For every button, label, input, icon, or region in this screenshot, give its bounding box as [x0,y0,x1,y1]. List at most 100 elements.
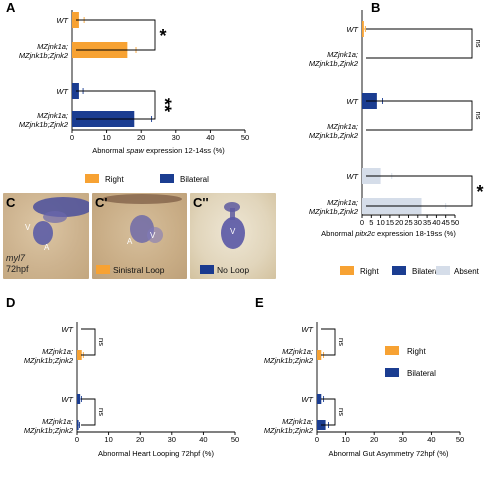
legend-swatch-right [385,346,399,355]
significance-star: * [476,182,483,202]
chamber-v-label-2: V [150,231,156,240]
chamber-v-label: V [25,223,31,232]
category-label-wt: WT [346,97,359,106]
category-label-mz-line2: MZjnk1b;Zjnk2 [19,51,69,60]
significance-ns: ns [337,338,346,346]
legend-swatch-bilateral [392,266,406,275]
legend-sinistral-label: Sinistral Loop [113,265,165,275]
significance-bracket-E [321,328,336,356]
x-tick-label-E: 20 [370,435,378,444]
category-label-mz-line1: MZjnk1a; [327,122,358,131]
significance-bracket-B [366,100,473,131]
panel-a-label: A [6,0,16,15]
legend-sinistral-swatch [96,265,110,274]
legend-label-bilateral: Bilateral [180,175,209,184]
x-tick-label-B: 30 [414,218,422,227]
x-axis-label-D: Abnormal Heart Looping 72hpf (%) [98,449,214,458]
legend-swatch-bilateral [160,174,174,183]
x-tick-label-D: 50 [231,435,239,444]
significance-bracket-D [81,398,96,426]
x-tick-label-B: 5 [369,218,373,227]
micrograph-c-double-prime: C'' V No Loop [190,193,276,279]
bar-E-1 [317,350,322,360]
significance-star: * [159,26,166,46]
panel-c-prime-label: C' [95,195,108,210]
legend-label-bilateral: Bilateral [407,369,436,378]
panel-c-double-prime-label: C'' [193,195,209,210]
significance-double-star: ** [154,98,174,112]
category-label-mz-line1: MZjnk1a; [327,198,358,207]
category-label-mz-line2: MZjnk1b;Zjnk2 [24,426,74,435]
category-label-wt: WT [61,395,74,404]
significance-bracket-E [321,398,336,426]
x-tick-label-D: 20 [136,435,144,444]
chamber-a-label-2: A [127,237,133,246]
x-tick-label-E: 10 [341,435,349,444]
category-label-mz-line1: MZjnk1a; [37,42,68,51]
bar-A-2 [72,83,79,99]
bar-A-0 [72,12,79,28]
bar-D-3 [77,420,79,430]
x-tick-label-E: 40 [427,435,435,444]
category-label-wt: WT [56,87,69,96]
legend-label-absent: Absent [454,267,480,276]
legend-noloop-swatch [200,265,214,274]
legend-swatch-right [85,174,99,183]
x-tick-label-A: 20 [137,133,145,142]
heart-stain-c [33,197,89,245]
significance-bracket-D [81,328,96,356]
category-label-wt: WT [56,16,69,25]
x-tick-label-E: 30 [399,435,407,444]
panel-d-label: D [6,295,15,310]
x-tick-label-A: 50 [241,133,249,142]
x-axis-label-B: Abnormal pitx2c expression 18-19ss (%) [321,229,456,238]
category-label-wt: WT [346,25,359,34]
category-label-wt: WT [346,172,359,181]
category-label-mz-line2: MZjnk1b;Zjnk2 [264,356,314,365]
heart-stain-c-prime [102,194,182,243]
x-tick-label-D: 10 [104,435,112,444]
significance-ns: ns [474,112,483,120]
significance-bracket-B [366,175,473,207]
significance-ns: ns [97,408,106,416]
x-tick-label-A: 30 [172,133,180,142]
x-tick-label-D: 0 [75,435,79,444]
x-tick-label-B: 40 [432,218,440,227]
stage-label: 72hpf [6,264,29,274]
category-label-mz-line2: MZjnk1b,Zjnk2 [309,207,359,216]
x-tick-label-B: 0 [360,218,364,227]
significance-bracket-B [366,28,473,59]
legend-label-right: Right [360,267,379,276]
x-tick-label-D: 30 [168,435,176,444]
panel-b-label: B [371,0,380,15]
category-label-mz-line1: MZjnk1a; [37,111,68,120]
category-label-mz-line1: MZjnk1a; [327,50,358,59]
category-label-mz-line2: MZjnk1b;Zjnk2 [24,356,74,365]
marker-label: myl7 [6,253,26,263]
significance-ns: ns [337,408,346,416]
legend-label-right: Right [407,347,426,356]
x-tick-label-D: 40 [199,435,207,444]
x-tick-label-A: 40 [206,133,214,142]
category-label-mz-line2: MZjnk1b;Zjnk2 [19,120,69,129]
x-tick-label-B: 10 [376,218,384,227]
x-axis-label-A: Abnormal spaw expression 12-14ss (%) [92,146,225,155]
x-tick-label-A: 0 [70,133,74,142]
category-label-mz-line1: MZjnk1a; [282,417,313,426]
bar-B-0 [362,21,364,37]
x-tick-label-E: 0 [315,435,319,444]
category-label-wt: WT [301,395,314,404]
x-tick-label-B: 50 [451,218,459,227]
bar-D-1 [77,350,82,360]
x-tick-label-E: 50 [456,435,464,444]
bar-D-2 [77,394,81,404]
micrograph-c: C V A myl7 72hpf [3,193,89,279]
heart-stain-c-double-prime [221,202,245,249]
significance-ns: ns [474,40,483,48]
x-tick-label-B: 20 [395,218,403,227]
legend-label-bilateral: Bilateral [412,267,441,276]
x-tick-label-A: 10 [102,133,110,142]
x-tick-label-B: 25 [404,218,412,227]
legend-label-right: Right [105,175,124,184]
